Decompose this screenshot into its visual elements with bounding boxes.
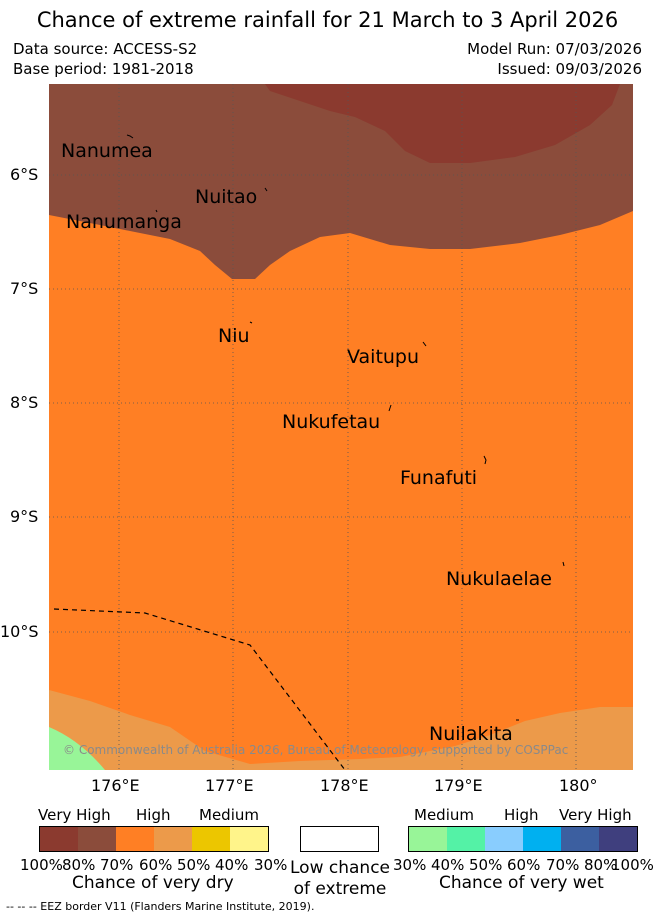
wet-swatch-30-40 (409, 827, 447, 851)
low-chance-caption-2: of extreme (293, 879, 387, 899)
place-niu: Niu (218, 325, 250, 347)
wet-30-40-region (49, 727, 105, 770)
place-vaitupu: Vaitupu (347, 346, 420, 368)
lat-label-9s: 9°S (10, 507, 39, 526)
base-period: Base period: 1981-2018 (13, 60, 194, 78)
dry-group-medium: Medium (199, 806, 259, 824)
wet-tick-60: 60% (507, 856, 541, 874)
lat-label-7s: 7°S (10, 279, 39, 298)
wet-tick-30: 30% (393, 856, 427, 874)
lat-label-10s: 10°S (0, 622, 39, 641)
dry-swatch-60-70 (116, 827, 154, 851)
place-nanumea: Nanumea (61, 140, 153, 162)
model-run: Model Run: 07/03/2026 (467, 40, 642, 58)
wet-tick-100: 100% (611, 856, 654, 874)
wet-group-very-high: Very High (559, 806, 632, 824)
place-nukulaelae: Nukulaelae (446, 568, 552, 590)
dry-60-70-region (49, 84, 633, 764)
lat-label-8s: 8°S (10, 393, 39, 412)
dry-tick-60: 60% (139, 856, 173, 874)
data-source: Data source: ACCESS-S2 (13, 40, 198, 58)
place-nuilakita: Nuilakita (429, 723, 513, 745)
dry-tick-30: 30% (254, 856, 288, 874)
dry-swatch-70-80 (78, 827, 116, 851)
dry-swatch-50-60 (154, 827, 192, 851)
rainfall-map (49, 84, 633, 770)
place-nuitao: Nuitao (195, 186, 258, 208)
issued-date: Issued: 09/03/2026 (497, 60, 642, 78)
dry-color-bar (39, 826, 269, 852)
eez-border (53, 608, 346, 770)
wet-tick-80: 80% (584, 856, 618, 874)
dry-swatch-30-40 (230, 827, 268, 851)
dry-caption: Chance of very dry (72, 873, 234, 893)
eez-footnote: -- -- -- EEZ border V11 (Flanders Marine… (6, 900, 315, 913)
wet-tick-50: 50% (469, 856, 503, 874)
wet-group-medium: Medium (414, 806, 474, 824)
dry-group-very-high: Very High (38, 806, 111, 824)
dry-swatch-80-100 (40, 827, 78, 851)
wet-tick-40: 40% (431, 856, 465, 874)
lon-label-179e: 179°E (434, 776, 483, 795)
wet-group-high: High (504, 806, 539, 824)
low-chance-caption-1: Low chance (290, 858, 390, 878)
dry-80-100-region (265, 84, 620, 163)
map-title: Chance of extreme rainfall for 21 March … (36, 8, 619, 32)
dry-tick-50: 50% (177, 856, 211, 874)
graticule (49, 84, 633, 770)
lon-label-178e: 178°E (320, 776, 369, 795)
wet-swatch-60-70 (523, 827, 561, 851)
wet-swatch-80-100 (599, 827, 637, 851)
dry-tick-70: 70% (100, 856, 134, 874)
copyright-notice: © Commonwealth of Australia 2026, Bureau… (63, 743, 569, 757)
lon-label-177e: 177°E (205, 776, 254, 795)
wet-swatch-40-50 (447, 827, 485, 851)
wet-color-bar (408, 826, 638, 852)
wet-swatch-50-60 (485, 827, 523, 851)
wet-caption: Chance of very wet (439, 873, 604, 893)
dry-tick-100: 100% (20, 856, 63, 874)
dry-tick-40: 40% (215, 856, 249, 874)
island-marks (126, 134, 565, 721)
place-funafuti: Funafuti (400, 467, 478, 489)
place-nanumanga: Nanumanga (66, 211, 182, 233)
dry-group-high: High (136, 806, 171, 824)
wet-tick-70: 70% (546, 856, 580, 874)
dry-swatch-40-50 (192, 827, 230, 851)
dry-tick-80: 80% (62, 856, 96, 874)
lat-label-6s: 6°S (10, 165, 39, 184)
wet-swatch-70-80 (561, 827, 599, 851)
place-nukufetau: Nukufetau (282, 411, 381, 433)
lon-label-176e: 176°E (91, 776, 140, 795)
lon-label-180: 180° (559, 776, 598, 795)
low-chance-swatch (300, 826, 379, 852)
